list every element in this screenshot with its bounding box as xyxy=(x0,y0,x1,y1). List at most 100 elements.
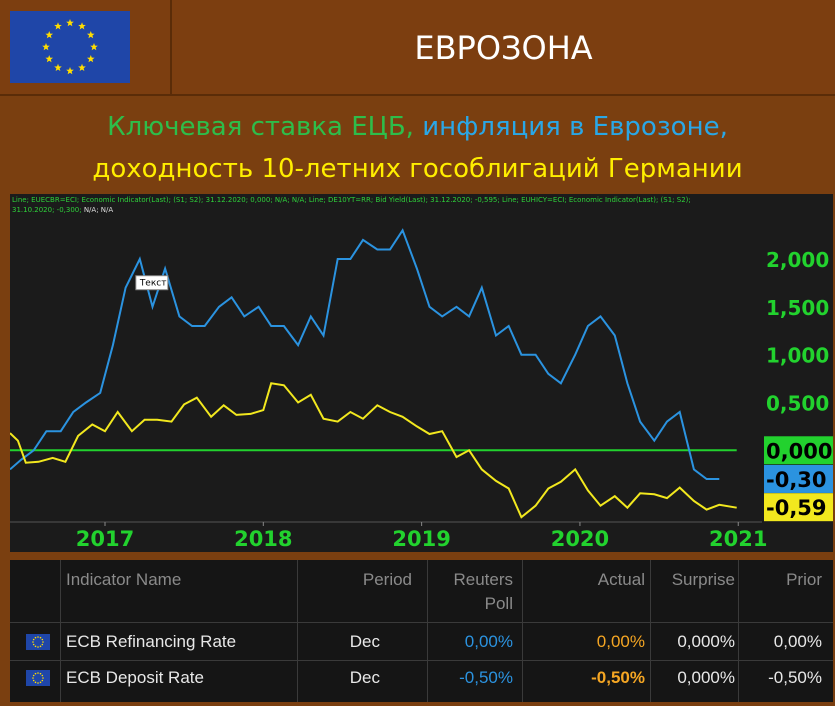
current-value-label-ecb: 0,000 xyxy=(766,439,832,463)
row-surprise: 0,000% xyxy=(677,668,735,687)
flag-star xyxy=(41,643,44,646)
eu-flag-icon xyxy=(26,670,50,686)
table-divider xyxy=(10,660,833,661)
header-actual: Actual xyxy=(597,570,645,589)
chart-panel: Line; EUECBR=ECI; Economic Indicator(Las… xyxy=(10,194,833,552)
current-value-label-inflation: -0,30 xyxy=(766,468,827,492)
current-value-box-ecb xyxy=(764,436,833,465)
header-prior: Prior xyxy=(786,570,822,589)
header-reuters: Reuters xyxy=(453,570,513,589)
eu-flag-icon xyxy=(10,11,130,83)
flag-star xyxy=(39,681,42,684)
flag-star xyxy=(45,31,54,39)
indicator-table: Indicator Name Period Reuters Poll Actua… xyxy=(10,560,833,702)
legend-line-2-values: 31.10.2020; -0,300; xyxy=(12,206,82,214)
flag-star xyxy=(34,636,37,639)
y-tick-label: 2,000 xyxy=(766,248,829,272)
flag-star xyxy=(66,67,74,75)
flag-star xyxy=(37,636,39,638)
flag-star xyxy=(32,638,35,641)
mini-flag-stars xyxy=(32,672,44,684)
flag-star xyxy=(41,638,44,641)
flag-star xyxy=(86,31,95,39)
column-divider xyxy=(297,560,298,702)
row-actual: -0,50% xyxy=(591,668,645,687)
eu-flag-icon xyxy=(26,634,50,650)
flag-star xyxy=(37,646,39,648)
x-tick-label: 2017 xyxy=(76,527,134,551)
flag-star xyxy=(32,643,35,646)
table-header-row: Indicator Name Period Reuters Poll Actua… xyxy=(10,560,833,622)
header-period: Period xyxy=(362,570,412,589)
header-surprise: Surprise xyxy=(671,570,735,589)
flag-star xyxy=(32,674,35,677)
flag-star xyxy=(54,63,62,72)
flag-star xyxy=(39,636,42,639)
series-line-bund xyxy=(10,382,737,519)
flag-star xyxy=(32,679,35,682)
current-value-box-inflation xyxy=(764,464,833,493)
row-period: Dec xyxy=(349,668,380,687)
legend-line-1: Line; EUECBR=ECI; Economic Indicator(Las… xyxy=(12,196,691,204)
annotation-text: Текст xyxy=(139,279,167,289)
legend-line-2-na: N/A; N/A xyxy=(81,206,114,214)
flag-star xyxy=(34,681,37,684)
row-surprise: 0,000% xyxy=(677,632,735,651)
flag-star xyxy=(78,22,86,30)
row-actual: 0,00% xyxy=(596,632,645,651)
row-prior: -0,50% xyxy=(768,668,822,687)
flag-star xyxy=(41,674,44,677)
current-value-label-bund: -0,59 xyxy=(766,496,827,520)
flag-star xyxy=(45,55,54,63)
row-indicator-name: ECB Deposit Rate xyxy=(66,668,204,687)
header-bar: ЕВРОЗОНА xyxy=(0,0,835,96)
flag-star xyxy=(42,43,50,51)
line-chart: 2017 2018 2019 2020 2021 2,000 1,500 1,000 0,500… xyxy=(10,228,833,551)
annotation-box xyxy=(135,275,169,291)
y-tick-label: 1,000 xyxy=(766,344,829,368)
row-period: Dec xyxy=(349,632,380,651)
column-divider xyxy=(522,560,523,702)
current-value-box-bund xyxy=(764,493,833,522)
header-divider xyxy=(170,0,172,96)
flag-star xyxy=(54,22,62,30)
x-tick-label: 2019 xyxy=(392,527,450,551)
header-poll: Poll xyxy=(484,594,513,613)
flag-star xyxy=(32,641,34,643)
row-poll: 0,00% xyxy=(464,632,513,651)
table-divider xyxy=(10,622,833,623)
table-row[interactable]: ECB Refinancing Rate Dec 0,00% 0,00% 0,0… xyxy=(10,624,833,660)
subtitle-line-1: Ключевая ставка ЕЦБ, инфляция в Еврозоне… xyxy=(0,112,835,142)
x-tick-label: 2018 xyxy=(234,527,292,551)
header-indicator-name: Indicator Name xyxy=(66,570,182,589)
row-poll: -0,50% xyxy=(459,668,513,687)
column-divider xyxy=(650,560,651,702)
flag-star xyxy=(86,55,95,63)
flag-star xyxy=(34,672,37,675)
subtitle-ecb-rate: Ключевая ставка ЕЦБ, xyxy=(107,112,414,142)
row-indicator-name: ECB Refinancing Rate xyxy=(66,632,237,651)
eu-flag-stars xyxy=(42,19,98,75)
row-prior: 0,00% xyxy=(773,632,822,651)
series-line-inflation xyxy=(10,228,720,480)
subtitle-line-2: доходность 10-летних гособлигаций Герман… xyxy=(92,154,743,184)
flag-star xyxy=(90,43,98,51)
flag-star xyxy=(39,672,42,675)
x-tick-label: 2021 xyxy=(709,527,767,551)
mini-flag-stars xyxy=(32,636,44,648)
page-title: ЕВРОЗОНА xyxy=(414,29,593,67)
flag-star xyxy=(41,679,44,682)
flag-star xyxy=(37,672,39,674)
y-tick-label: 0,500 xyxy=(766,391,829,415)
legend-line-2: 31.10.2020; -0,300; N/A; N/A xyxy=(12,206,113,214)
column-divider xyxy=(738,560,739,702)
flag-star xyxy=(42,641,44,643)
column-divider xyxy=(427,560,428,702)
chart-subtitle: Ключевая ставка ЕЦБ, инфляция в Еврозоне… xyxy=(0,98,835,194)
flag-star xyxy=(78,63,86,72)
subtitle-inflation: инфляция в Еврозоне, xyxy=(413,112,728,142)
flag-star xyxy=(34,645,37,648)
flag-star xyxy=(32,677,34,679)
x-tick-label: 2020 xyxy=(551,527,609,551)
table-row[interactable]: ECB Deposit Rate Dec -0,50% -0,50% 0,000… xyxy=(10,662,833,698)
